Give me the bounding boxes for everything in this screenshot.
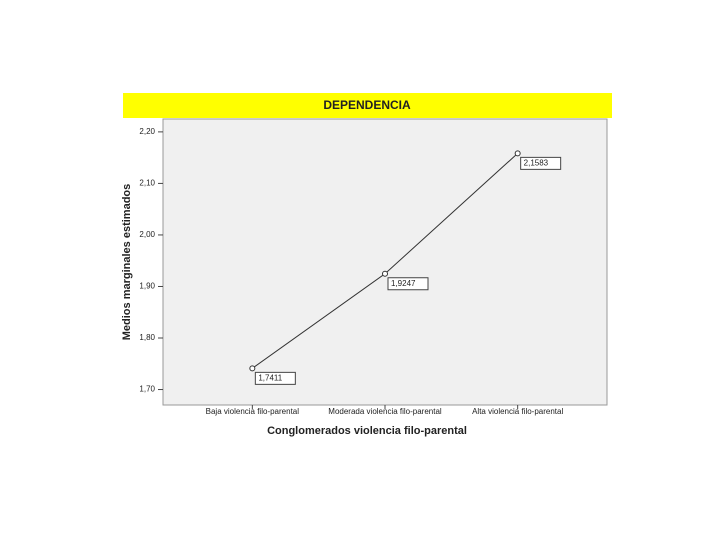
x-tick-label: Alta violencia filo-parental (472, 407, 563, 416)
title-banner (123, 93, 612, 118)
chart-title: DEPENDENCIA (323, 98, 411, 112)
y-tick-label: 1,70 (139, 385, 155, 394)
value-label: 1,7411 (258, 373, 282, 382)
point (249, 365, 256, 372)
value-label: 1,9247 (391, 279, 416, 288)
value-label-box (254, 371, 296, 385)
x-tick-label: Moderada violencia filo-parental (328, 407, 442, 416)
x-axis-label: Conglomerados violencia filo-parental (267, 425, 467, 437)
value-label: 2,1583 (524, 158, 549, 167)
point (382, 270, 388, 277)
value-label-box (387, 277, 429, 291)
y-tick-label: 2,10 (139, 179, 155, 188)
y-tick-label: 1,90 (139, 282, 155, 291)
y-tick-label: 1,80 (139, 333, 155, 342)
value-label-box (520, 156, 562, 170)
point (514, 150, 521, 157)
y-tick-label: 2,00 (139, 230, 155, 239)
y-tick-label: 2,20 (139, 127, 155, 136)
x-tick-label: Baja violencia filo-parental (206, 407, 300, 416)
y-axis-label: Medios marginales estimados (121, 184, 133, 341)
